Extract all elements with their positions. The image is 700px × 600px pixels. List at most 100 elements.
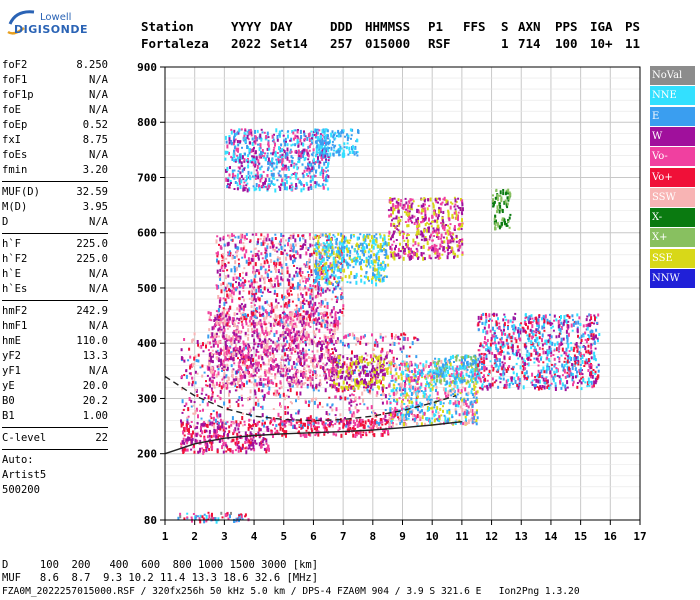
echo-point (412, 414, 415, 418)
echo-point (222, 419, 225, 422)
echo-point (284, 313, 286, 316)
echo-point (376, 362, 379, 366)
echo-point (389, 349, 392, 353)
echo-point (528, 333, 531, 338)
echo-point (274, 341, 277, 346)
echo-point (394, 400, 397, 403)
echo-point (358, 372, 361, 376)
echo-point (191, 339, 194, 344)
echo-point (541, 343, 544, 347)
echo-point (240, 513, 243, 516)
echo-point (404, 394, 407, 397)
echo-point (346, 381, 348, 385)
echo-point (347, 333, 350, 337)
echo-point (326, 412, 329, 416)
echo-point (261, 413, 264, 418)
echo-point (472, 368, 475, 372)
echo-point (585, 358, 588, 362)
echo-point (217, 340, 220, 345)
echo-point (507, 378, 510, 382)
echo-point (495, 322, 498, 327)
echo-point (245, 358, 248, 363)
echo-point (301, 340, 304, 343)
header-value-axn: 714 (518, 36, 541, 51)
echo-point (233, 339, 236, 344)
echo-point (324, 378, 326, 381)
echo-point (381, 401, 384, 405)
echo-point (527, 338, 530, 340)
echo-point (244, 431, 247, 436)
echo-point (500, 329, 503, 332)
echo-point (422, 367, 425, 372)
echo-point (194, 438, 197, 443)
echo-point (336, 337, 339, 342)
echo-point (549, 313, 551, 316)
echo-point (263, 424, 265, 428)
echo-point (335, 433, 338, 437)
echo-point (329, 328, 332, 333)
echo-point (371, 368, 374, 372)
echo-point (345, 370, 348, 374)
echo-point (213, 422, 215, 425)
echo-point (322, 426, 325, 429)
echo-point (343, 361, 346, 366)
echo-point (294, 379, 297, 383)
param-row: foF2 8.250 (2, 58, 108, 73)
echo-point (503, 386, 506, 389)
echo-point (287, 372, 289, 375)
echo-point (241, 353, 244, 357)
echo-point (182, 449, 185, 453)
echo-point (305, 400, 307, 404)
echo-point (373, 343, 376, 347)
echo-point (553, 314, 556, 318)
echo-point (255, 371, 258, 374)
param-name: h`Es (2, 283, 28, 295)
param-row: B0 20.2 (2, 394, 108, 409)
echo-point (593, 322, 595, 325)
echo-point (228, 404, 231, 408)
echo-point (362, 431, 365, 434)
echo-point (319, 374, 321, 377)
echo-point (342, 362, 344, 367)
echo-point (595, 322, 598, 324)
echo-point (211, 421, 214, 425)
echo-point (407, 377, 410, 381)
echo-point (502, 377, 505, 381)
echo-point (339, 420, 342, 423)
echo-point (477, 376, 480, 380)
echo-point (287, 367, 290, 370)
echo-point (252, 434, 255, 439)
echo-point (221, 367, 224, 370)
echo-point (593, 340, 596, 345)
echo-point (398, 418, 401, 422)
echo-point (225, 374, 228, 379)
echo-point (497, 317, 499, 321)
echo-point (379, 354, 382, 357)
echo-point (252, 346, 255, 350)
echo-point (533, 357, 536, 360)
echo-point (420, 390, 423, 392)
echo-point (429, 398, 431, 401)
echo-point (196, 394, 199, 398)
echo-point (294, 366, 297, 370)
echo-point (372, 353, 375, 357)
echo-point (507, 326, 509, 331)
echo-point (260, 344, 263, 348)
echo-point (286, 378, 289, 382)
echo-point (352, 427, 354, 430)
echo-point (345, 424, 348, 428)
echo-point (243, 360, 246, 365)
echo-point (240, 386, 243, 391)
echo-point (425, 383, 428, 386)
echo-point (522, 385, 525, 390)
echo-point (379, 333, 382, 337)
echo-point (247, 280, 250, 283)
echo-point (244, 331, 247, 335)
echo-point (347, 343, 350, 345)
echo-point (439, 407, 442, 411)
echo-point (261, 305, 264, 310)
echo-point (242, 371, 245, 374)
echo-point (590, 356, 593, 360)
echo-point (335, 407, 338, 412)
